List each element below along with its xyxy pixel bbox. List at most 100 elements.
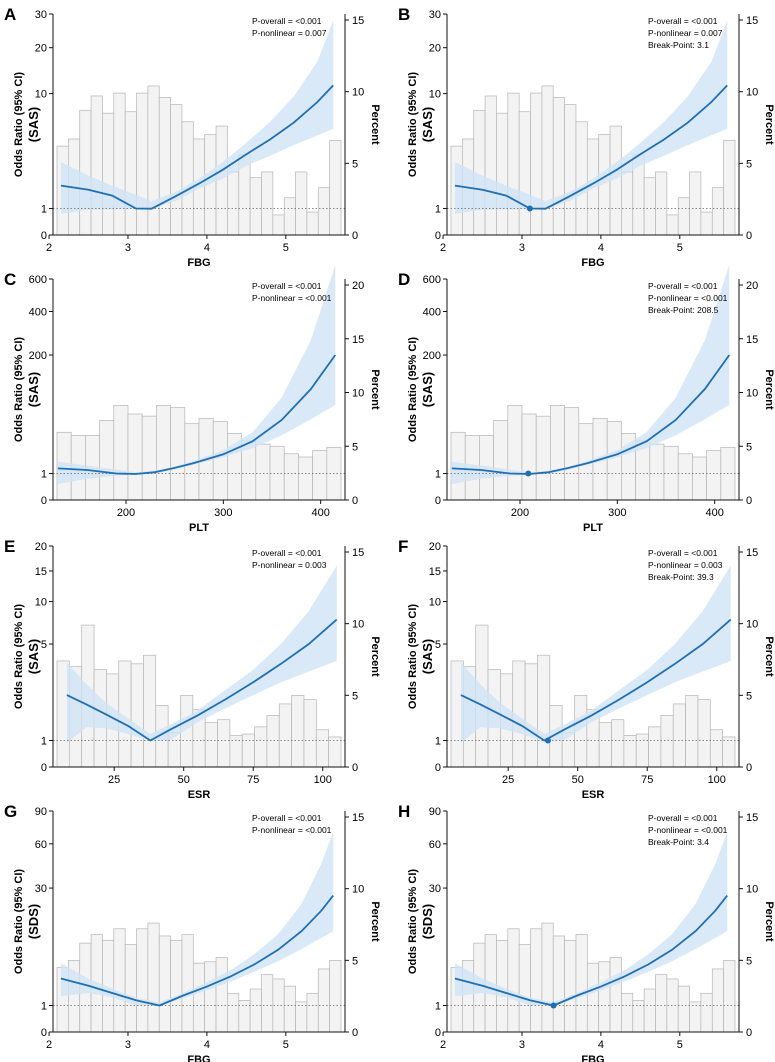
y-tick-label: 10 <box>429 89 441 101</box>
histogram-bar <box>723 140 736 236</box>
histogram-bar <box>283 453 299 501</box>
y2-tick-label: 10 <box>352 619 364 631</box>
y-tick-label: 0 <box>435 230 441 242</box>
or-curve <box>60 895 334 1007</box>
histogram-bar <box>156 405 171 501</box>
histogram-bar <box>328 736 342 768</box>
y2-tick-label: 10 <box>746 884 758 896</box>
stat-annotation: P-overall = <0.001 <box>648 16 718 26</box>
histogram-bar <box>700 211 713 236</box>
histogram-bar <box>283 197 296 236</box>
x-axis-title: FBG <box>187 257 210 269</box>
histogram-bar <box>215 957 228 1033</box>
y2-tick-label: 5 <box>352 158 358 170</box>
histogram-bar <box>158 97 171 236</box>
y-axis-title: Odds Ratio (95% CI) <box>407 72 419 177</box>
y-tick-label: 10 <box>35 597 47 609</box>
x-tick-label: 400 <box>311 507 329 519</box>
y2-axis-title: Percent <box>369 901 381 942</box>
y-tick-label: 0 <box>435 495 441 507</box>
stat-annotation: P-nonlinear = <0.001 <box>648 825 728 835</box>
histogram-bar <box>278 703 292 768</box>
panel-letter: B <box>398 5 410 24</box>
y-axis-title: Odds Ratio (95% CI) <box>13 337 25 442</box>
y2-tick-label: 15 <box>746 812 758 824</box>
or-curve <box>460 618 732 742</box>
stat-annotation: P-overall = <0.001 <box>252 281 322 291</box>
histogram-bar <box>621 992 634 1033</box>
histogram-bar <box>493 420 509 501</box>
histogram-bar <box>635 733 649 768</box>
histogram-bar <box>204 722 218 768</box>
y-axis-title: Odds Ratio (95% CI) <box>407 604 419 709</box>
y-tick-label: 30 <box>429 883 441 895</box>
histogram-bar <box>249 988 262 1033</box>
histogram-bar <box>507 92 520 236</box>
y-tick-label: 1 <box>41 468 47 480</box>
x-tick-label: 3 <box>519 1039 525 1051</box>
y-tick-label: 1 <box>41 735 47 747</box>
histogram-bar <box>315 729 329 768</box>
y-tick-label: 400 <box>29 306 47 318</box>
histogram-bar <box>261 171 274 236</box>
y-tick-label: 60 <box>429 839 441 851</box>
histogram-bar <box>564 104 577 236</box>
y-tick-label: 20 <box>35 541 47 553</box>
histogram-bar <box>564 939 577 1033</box>
histogram-bar <box>575 934 588 1033</box>
x-tick-label: 3 <box>125 242 131 254</box>
histogram-bar <box>227 171 240 236</box>
confidence-band <box>66 565 337 744</box>
y-axis-title: Odds Ratio (95% CI) <box>13 72 25 177</box>
x-tick-label: 200 <box>511 507 529 519</box>
y-axis-subtitle: (SAS) <box>26 372 41 407</box>
y2-axis-title: Percent <box>763 369 775 410</box>
y-tick-label: 0 <box>41 230 47 242</box>
histogram-bar <box>692 456 707 501</box>
y2-tick-label: 15 <box>746 15 758 27</box>
x-tick-label: 75 <box>247 774 259 786</box>
histogram-bar <box>521 413 537 501</box>
x-tick-label: 5 <box>677 1039 683 1051</box>
y-tick-label: 400 <box>423 306 441 318</box>
x-tick-label: 100 <box>314 774 332 786</box>
y2-tick-label: 5 <box>746 690 752 702</box>
panel-letter: F <box>398 537 408 556</box>
histogram-bar <box>648 726 662 768</box>
y-tick-label: 90 <box>429 806 441 818</box>
y-tick-label: 30 <box>35 883 47 895</box>
y-axis-title: Odds Ratio (95% CI) <box>407 337 419 442</box>
histogram-bar <box>130 663 144 768</box>
y2-tick-label: 20 <box>746 280 758 292</box>
panel-b: B 0 1 10 20 30 0 5 10 15 2 3 4 5 FBG Odds Ratio (95% CI… <box>398 5 775 269</box>
x-axis-title: FBG <box>581 1054 604 1062</box>
panel-letter: H <box>398 802 410 821</box>
histogram-bar <box>141 415 157 501</box>
histogram-bar <box>524 663 538 768</box>
histogram-bar <box>484 95 497 236</box>
histogram-bar <box>317 968 330 1033</box>
x-tick-label: 300 <box>214 507 232 519</box>
histogram-bar <box>295 171 308 236</box>
y2-tick-label: 0 <box>352 762 358 774</box>
panel-letter: G <box>4 802 17 821</box>
x-tick-label: 300 <box>608 507 626 519</box>
or-curve <box>454 84 728 210</box>
y-tick-label: 5 <box>41 639 47 651</box>
histogram-bar <box>722 736 736 768</box>
histogram-bar <box>706 450 722 501</box>
histogram-bar <box>238 1000 251 1033</box>
histogram-bar <box>113 405 129 501</box>
x-tick-label: 3 <box>519 242 525 254</box>
histogram-bar <box>312 450 328 501</box>
histogram-bar <box>606 421 622 501</box>
histogram-bar <box>621 171 634 236</box>
histogram-bar <box>655 171 668 236</box>
histogram-bar <box>598 722 612 768</box>
y-tick-label: 0 <box>41 762 47 774</box>
y-tick-label: 15 <box>429 566 441 578</box>
y-tick-label: 1 <box>435 203 441 215</box>
